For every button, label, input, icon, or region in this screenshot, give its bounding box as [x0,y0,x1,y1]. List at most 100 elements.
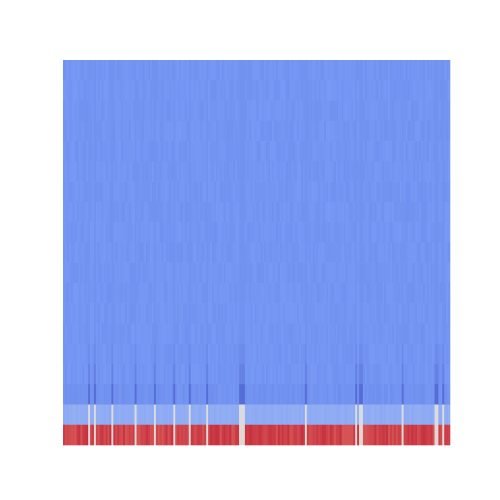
heatmap-cell [388,363,391,385]
heatmap-cell [411,181,414,203]
heatmap-cell [335,80,339,101]
heatmap-cell [225,424,228,446]
heatmap-cell [68,161,72,182]
heatmap-cell [254,323,257,344]
heatmap-cell [111,343,114,365]
heatmap-cell [364,323,368,344]
heatmap-cell [289,222,292,243]
heatmap-cell [229,404,232,426]
heatmap-cell [289,80,292,101]
heatmap-cell [262,424,265,446]
heatmap-cell [264,384,267,405]
heatmap-cell [397,262,400,284]
heatmap-cell [444,201,447,223]
heatmap-cell [237,262,240,284]
heatmap-cell [391,80,395,101]
heatmap-cell [64,303,68,324]
heatmap-cell [182,100,186,122]
heatmap-cell [337,303,341,324]
heatmap-cell [179,384,182,405]
heatmap-cell [378,141,381,162]
heatmap-cell [72,384,75,405]
heatmap-cell [130,282,133,304]
heatmap-cell [347,282,350,304]
heatmap-cell [211,282,215,304]
heatmap-cell [92,120,95,142]
heatmap-cell [444,363,447,385]
heatmap-cell [262,222,265,243]
heatmap-cell [337,80,341,101]
heatmap-cell [378,303,381,324]
heatmap-cell [318,100,321,122]
heatmap-cell [364,161,368,182]
heatmap-cell [403,384,406,405]
heatmap-cell [196,262,199,284]
heatmap-cell [299,161,302,182]
heatmap-cell [318,384,321,405]
heatmap-cell [299,323,302,344]
heatmap-cell [283,141,286,162]
heatmap-cell [134,120,137,142]
heatmap-cell [343,141,346,162]
heatmap-cell [407,242,410,263]
heatmap-cell [119,161,122,182]
heatmap-cell [434,80,437,101]
heatmap-cell [130,161,133,182]
heatmap-cell [331,242,335,263]
heatmap-cell [413,161,416,182]
heatmap-cell [391,323,395,344]
heatmap-cell [213,282,217,304]
heatmap-cell [126,424,130,446]
heatmap-cell [301,303,304,324]
heatmap-cell [190,100,193,122]
heatmap-cell [130,262,133,284]
heatmap-cell [167,181,170,203]
heatmap-cell [359,222,362,243]
heatmap-cell [217,343,221,365]
heatmap-cell [231,120,234,142]
heatmap-cell [95,181,99,203]
heatmap-cell [337,323,341,344]
heatmap-cell [235,60,238,81]
heatmap-cell [198,343,201,365]
heatmap-cell [233,384,236,405]
heatmap-cell [382,181,385,203]
heatmap-cell [440,201,443,223]
heatmap-cell [335,120,339,142]
heatmap-cell [132,262,135,284]
heatmap-cell [262,404,265,426]
heatmap-cell [64,242,68,263]
heatmap-cell [289,141,292,162]
heatmap-cell [169,323,172,344]
heatmap-cell [355,181,358,203]
heatmap-cell [360,100,364,122]
heatmap-cell [241,242,244,263]
heatmap-cell [211,60,215,81]
heatmap-cell [306,363,310,385]
heatmap-cell [376,343,379,365]
heatmap-cell [115,222,118,243]
heatmap-cell [266,60,269,81]
heatmap-cell [401,282,404,304]
heatmap-cell [198,424,201,446]
heatmap-cell [252,303,255,324]
heatmap-cell [101,282,104,304]
heatmap-cell [157,282,161,304]
heatmap-cell [210,100,213,122]
heatmap-cell [287,141,290,162]
heatmap-cell [90,222,93,243]
heatmap-cell [277,404,281,426]
heatmap-cell [84,141,87,162]
heatmap-cell [297,181,300,203]
heatmap-cell [225,262,228,284]
heatmap-cell [380,424,383,446]
heatmap-cell [442,303,445,324]
heatmap-cell [211,181,215,203]
heatmap-cell [181,100,184,122]
heatmap-cell [366,161,370,182]
heatmap-cell [84,100,87,122]
heatmap-cell [440,282,443,304]
heatmap-cell [413,100,416,122]
heatmap-cell [318,141,321,162]
heatmap-cell [171,161,174,182]
